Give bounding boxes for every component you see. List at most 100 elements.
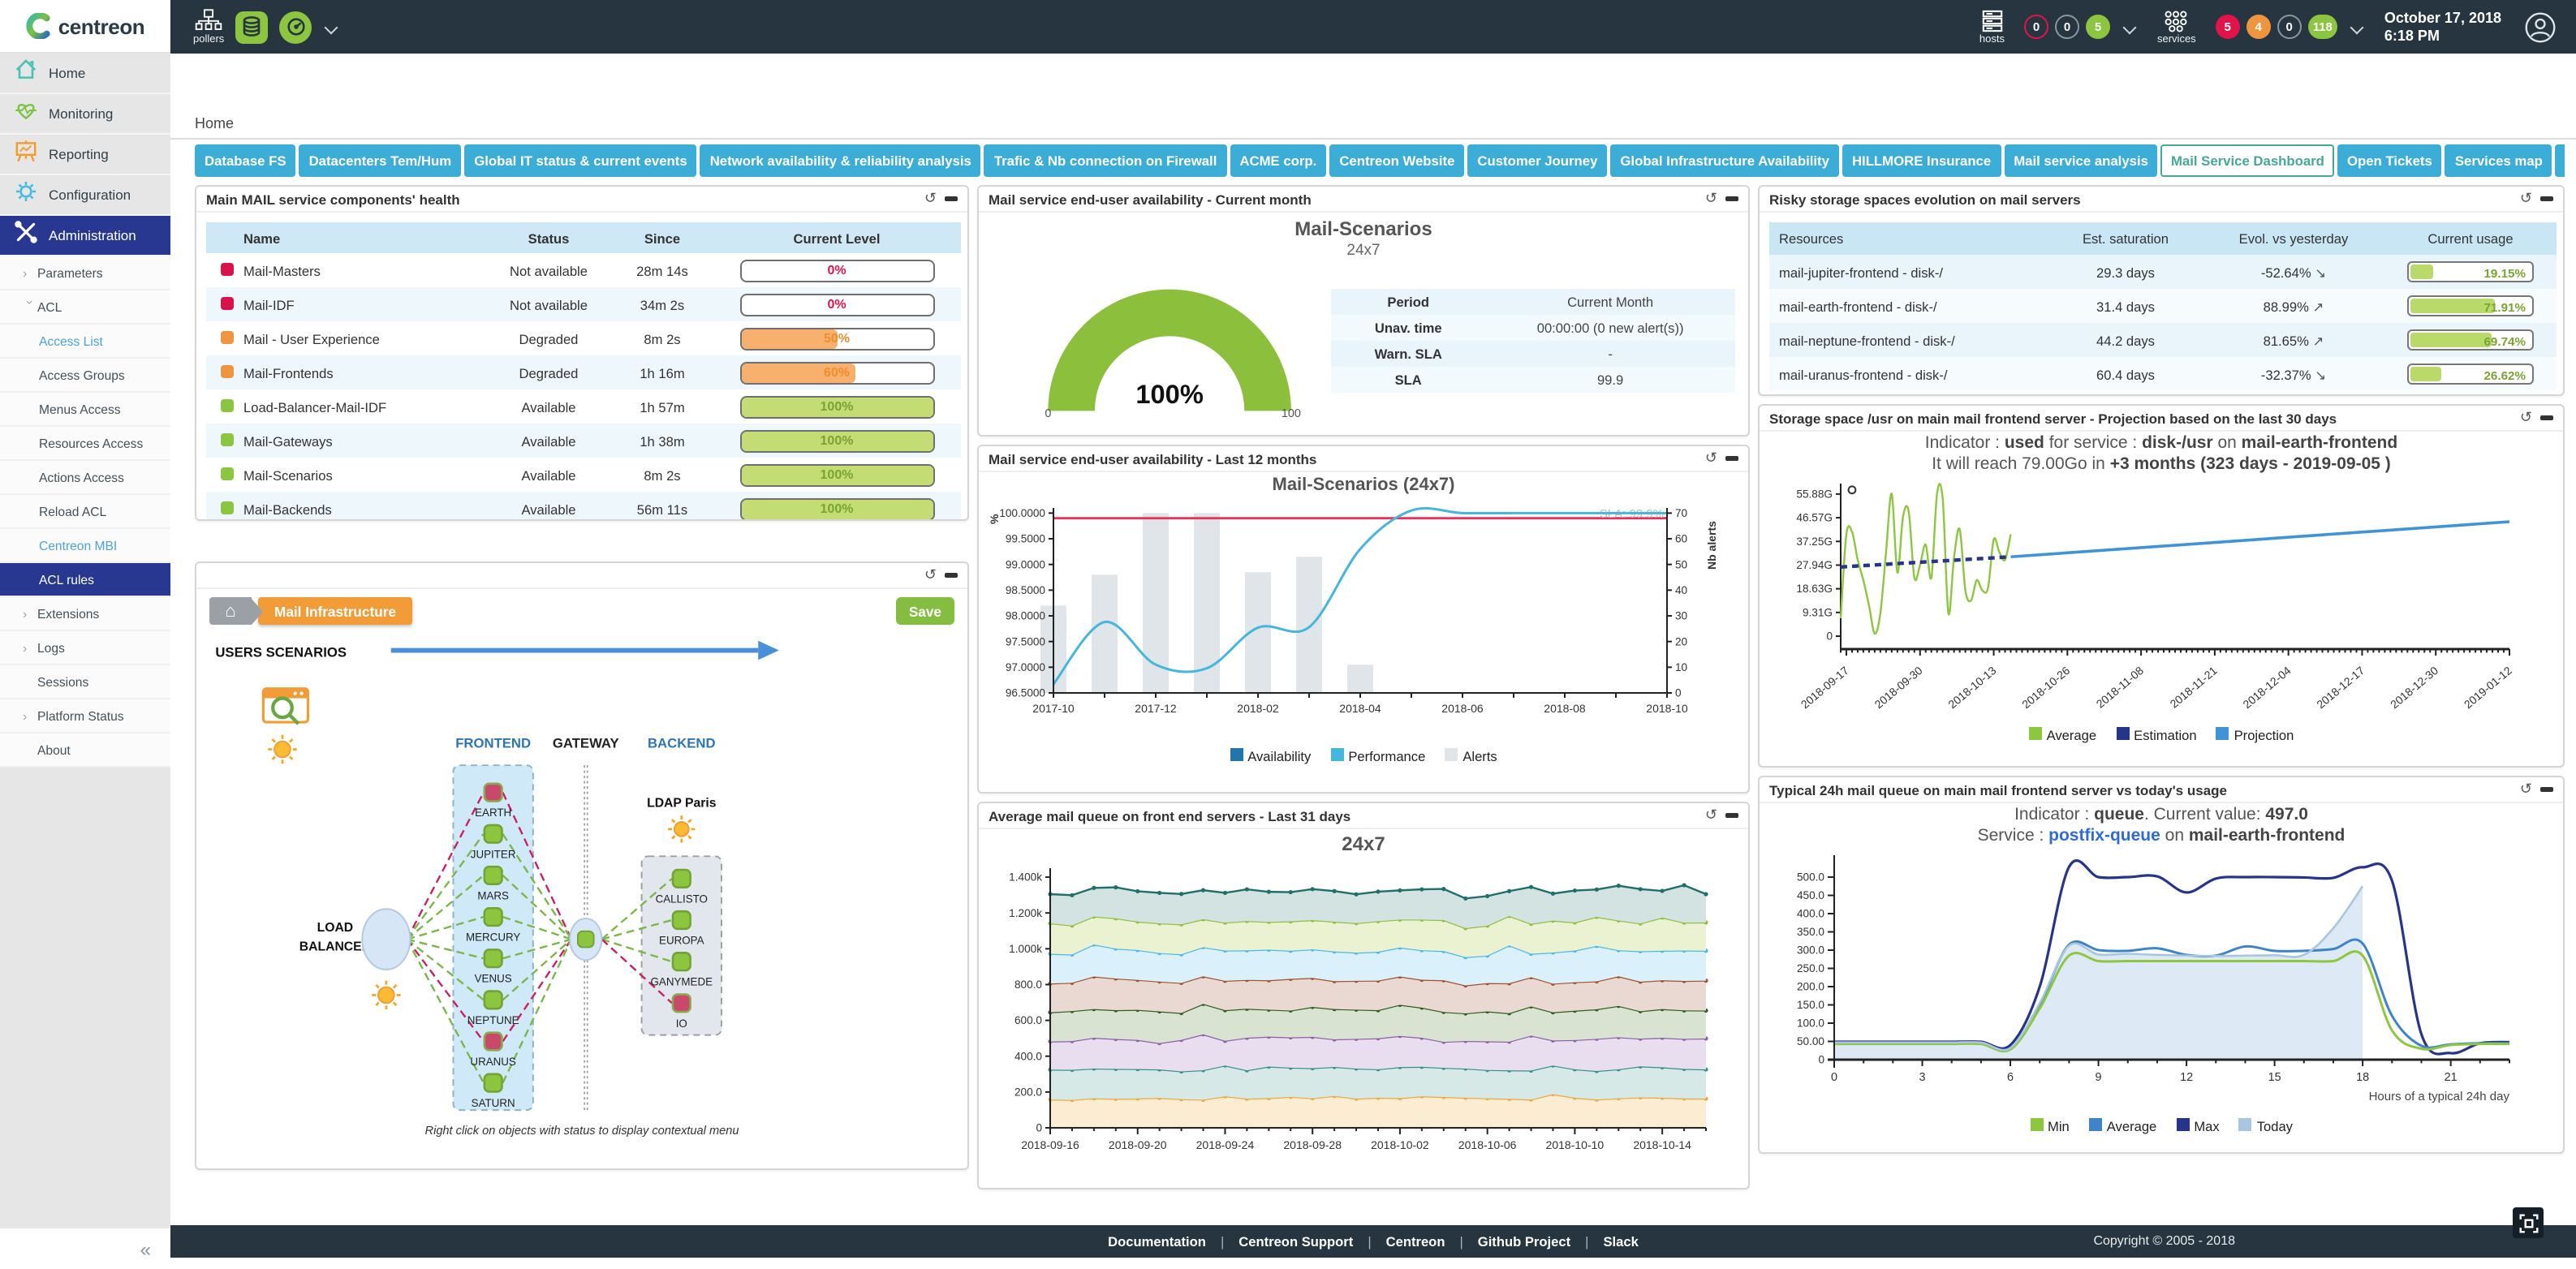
- collapse-icon[interactable]: [1725, 456, 1738, 461]
- sidebar-item-administration[interactable]: Administration: [0, 216, 170, 256]
- collapse-icon[interactable]: [1725, 813, 1738, 818]
- tab-tactical-overview[interactable]: Tactical Overview: [2555, 144, 2565, 177]
- table-row[interactable]: Mail-IDF Not available 34m 2s 0%: [206, 287, 961, 321]
- database-status-icon[interactable]: [235, 11, 269, 43]
- collapse-icon[interactable]: [2540, 196, 2553, 201]
- node-mercury[interactable]: [483, 906, 503, 927]
- fullscreen-button[interactable]: [2513, 1207, 2544, 1238]
- host-count-badge[interactable]: 0: [2055, 15, 2079, 39]
- node-uranus[interactable]: [483, 1031, 503, 1052]
- service-count-badge[interactable]: 4: [2246, 15, 2271, 39]
- node-saturn[interactable]: [483, 1073, 503, 1093]
- node-jupiter[interactable]: [483, 824, 503, 844]
- sidebar-item-access-list[interactable]: Access List: [0, 325, 170, 359]
- table-row[interactable]: Mail-Frontends Degraded 1h 16m 60%: [206, 355, 961, 389]
- sidebar-item-home[interactable]: Home: [0, 54, 170, 94]
- tab-trafic-nb-connection-on-firewall[interactable]: Trafic & Nb connection on Firewall: [984, 144, 1227, 177]
- sidebar-item-access-groups[interactable]: Access Groups: [0, 359, 170, 393]
- sidebar-item-configuration[interactable]: Configuration: [0, 175, 170, 216]
- tab-open-tickets[interactable]: Open Tickets: [2337, 144, 2442, 177]
- tab-database-fs[interactable]: Database FS: [195, 144, 296, 177]
- sidebar-item-reporting[interactable]: Reporting: [0, 135, 170, 175]
- refresh-icon[interactable]: ↺: [924, 190, 937, 206]
- table-row[interactable]: mail-neptune-frontend - disk-/44.2 days 8…: [1769, 323, 2557, 357]
- sidebar-item-about[interactable]: About: [0, 733, 170, 768]
- service-count-badge[interactable]: 0: [2277, 15, 2302, 39]
- sidebar-item-menus-access[interactable]: Menus Access: [0, 393, 170, 427]
- sidebar-item-parameters[interactable]: › Parameters: [0, 256, 170, 290]
- sidebar-item-resources-access[interactable]: Resources Access: [0, 427, 170, 461]
- centreon-logo[interactable]: centreon: [0, 0, 170, 54]
- sidebar-collapse-button[interactable]: «: [0, 1228, 170, 1269]
- footer-link-slack[interactable]: Slack: [1603, 1233, 1639, 1250]
- sidebar-item-monitoring[interactable]: Monitoring: [0, 94, 170, 135]
- footer-link-documentation[interactable]: Documentation: [1108, 1233, 1206, 1250]
- refresh-icon[interactable]: ↺: [2519, 409, 2532, 425]
- node-venus[interactable]: [483, 949, 503, 969]
- sidebar-item-actions-access[interactable]: Actions Access: [0, 461, 170, 495]
- tab-hillmore-insurance[interactable]: HILLMORE Insurance: [1842, 144, 2001, 177]
- sidebar-item-acl-rules[interactable]: ACL rules: [0, 563, 170, 597]
- footer-link-github-project[interactable]: Github Project: [1477, 1233, 1571, 1250]
- node-europa[interactable]: [671, 910, 691, 931]
- gauge-status-icon[interactable]: [279, 11, 312, 43]
- refresh-icon[interactable]: ↺: [924, 566, 937, 583]
- collapse-icon[interactable]: [2540, 787, 2553, 792]
- node-earth[interactable]: [483, 782, 503, 802]
- collapse-icon[interactable]: [1725, 196, 1738, 201]
- sidebar-item-sessions[interactable]: Sessions: [0, 665, 170, 699]
- service-count-badge[interactable]: 5: [2215, 15, 2240, 39]
- mail-infrastructure-map[interactable]: USERS SCENARIOS FRONTEND GATEWAY BACKEND LDA…: [196, 628, 967, 1123]
- table-row[interactable]: Mail - User Experience Degraded 8m 2s 50%: [206, 321, 961, 355]
- node-ganymede[interactable]: [671, 952, 691, 972]
- refresh-icon[interactable]: ↺: [1704, 450, 1717, 466]
- sidebar-item-centreon-mbi[interactable]: Centreon MBI: [0, 529, 170, 563]
- user-avatar-icon[interactable]: [2524, 11, 2557, 43]
- hosts-icon[interactable]: hosts: [1979, 9, 2005, 45]
- sidebar-item-extensions[interactable]: › Extensions: [0, 597, 170, 631]
- sidebar-item-logs[interactable]: › Logs: [0, 631, 170, 665]
- table-row[interactable]: Mail-Masters Not available 28m 14s 0%: [206, 253, 961, 287]
- map-breadcrumb[interactable]: Mail Infrastructure: [258, 597, 412, 625]
- collapse-icon[interactable]: [945, 573, 958, 578]
- tab-global-it-status-current-events[interactable]: Global IT status & current events: [464, 144, 697, 177]
- refresh-icon[interactable]: ↺: [1704, 807, 1717, 823]
- tab-services-map[interactable]: Services map: [2445, 144, 2552, 177]
- table-row[interactable]: Load-Balancer-Mail-IDF Available 1h 57m 100…: [206, 389, 961, 424]
- tab-customer-journey[interactable]: Customer Journey: [1467, 144, 1608, 177]
- hosts-dropdown-icon[interactable]: [2122, 19, 2137, 34]
- services-icon[interactable]: services: [2157, 9, 2196, 45]
- save-button[interactable]: Save: [895, 597, 954, 625]
- host-count-badge[interactable]: 0: [2024, 15, 2048, 39]
- tab-datacenters-tem-hum[interactable]: Datacenters Tem/Hum: [299, 144, 462, 177]
- collapse-icon[interactable]: [945, 196, 958, 201]
- footer-link-centreon-support[interactable]: Centreon Support: [1238, 1233, 1354, 1250]
- footer-link-centreon[interactable]: Centreon: [1385, 1233, 1445, 1250]
- node-callisto[interactable]: [671, 868, 691, 888]
- service-count-badge[interactable]: 118: [2307, 15, 2337, 39]
- host-count-badge[interactable]: 5: [2086, 15, 2110, 39]
- pollers-icon[interactable]: pollers: [193, 8, 224, 45]
- node-mars[interactable]: [483, 865, 503, 886]
- collapse-icon[interactable]: [2540, 415, 2553, 420]
- services-dropdown-icon[interactable]: [2350, 19, 2364, 34]
- poller-dropdown-icon[interactable]: [324, 19, 338, 34]
- breadcrumb[interactable]: Home: [170, 54, 2576, 140]
- table-row[interactable]: mail-jupiter-frontend - disk-/29.3 days -…: [1769, 255, 2557, 289]
- table-row[interactable]: Mail-Backends Available 56m 11s 100%: [206, 492, 961, 519]
- tab-network-availability-reliability-analysis[interactable]: Network availability & reliability analy…: [700, 144, 981, 177]
- refresh-icon[interactable]: ↺: [2519, 190, 2532, 206]
- tab-global-infrastructure-availability[interactable]: Global Infrastructure Availability: [1610, 144, 1839, 177]
- refresh-icon[interactable]: ↺: [1704, 190, 1717, 206]
- sidebar-item-reload-acl[interactable]: Reload ACL: [0, 495, 170, 529]
- table-row[interactable]: Mail-Gateways Available 1h 38m 100%: [206, 424, 961, 458]
- node-io[interactable]: [671, 993, 691, 1013]
- tab-centreon-website[interactable]: Centreon Website: [1329, 144, 1465, 177]
- sidebar-item-platform-status[interactable]: › Platform Status: [0, 699, 170, 733]
- sidebar-item-acl[interactable]: › ACL: [0, 290, 170, 325]
- tab-mail-service-analysis[interactable]: Mail service analysis: [2004, 144, 2158, 177]
- node-neptune[interactable]: [483, 990, 503, 1010]
- table-row[interactable]: Mail-Scenarios Available 8m 2s 100%: [206, 458, 961, 492]
- map-home-icon[interactable]: ⌂: [209, 597, 252, 625]
- tab-acme-corp-[interactable]: ACME corp.: [1230, 144, 1327, 177]
